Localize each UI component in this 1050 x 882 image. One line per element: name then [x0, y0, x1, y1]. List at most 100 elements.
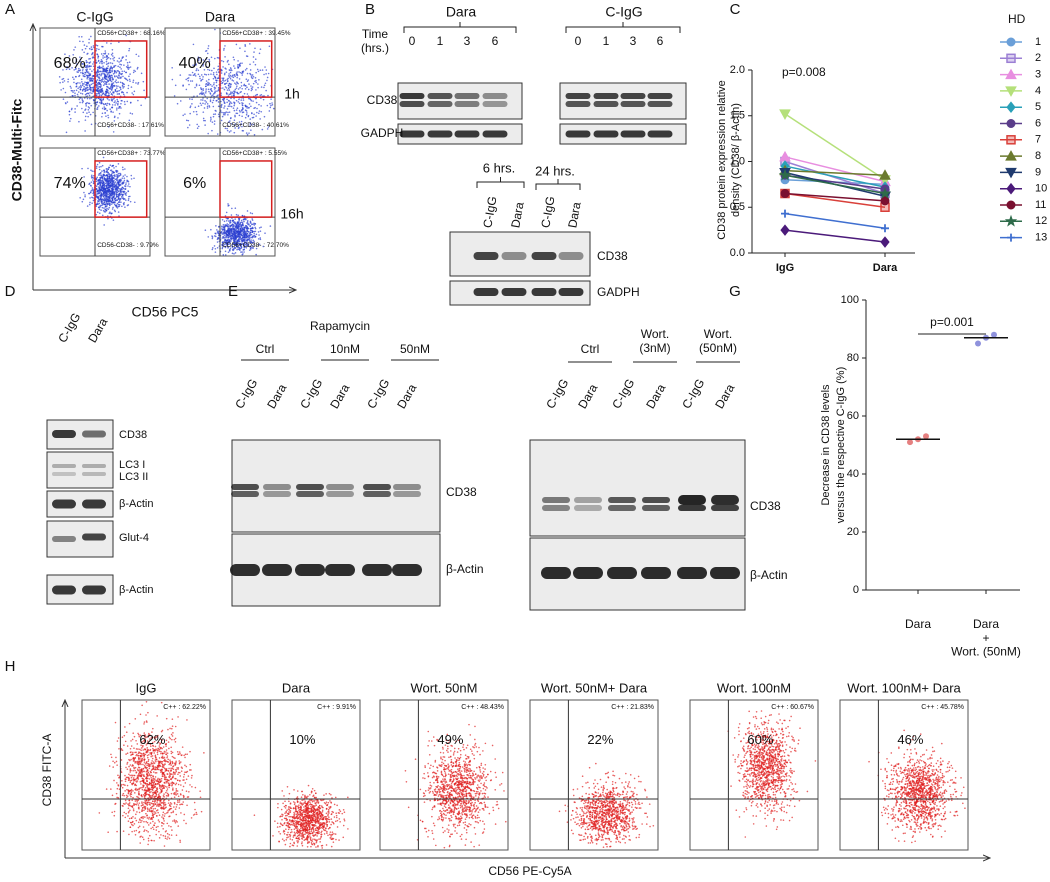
- event-dot: [147, 840, 150, 842]
- event-dot: [99, 70, 101, 73]
- event-dot: [105, 58, 108, 61]
- event-dot: [240, 219, 243, 222]
- event-dot: [130, 793, 133, 796]
- event-dot: [127, 68, 130, 70]
- event-dot: [160, 750, 162, 753]
- event-dot: [103, 76, 106, 79]
- event-dot: [85, 102, 87, 105]
- event-dot: [148, 801, 151, 804]
- event-dot: [109, 190, 111, 192]
- event-dot: [81, 82, 84, 85]
- event-dot: [120, 193, 123, 195]
- event-dot: [169, 737, 172, 740]
- event-dot: [191, 80, 194, 82]
- event-dot: [87, 71, 90, 73]
- event-dot: [171, 751, 174, 754]
- event-dot: [155, 805, 158, 807]
- event-dot: [132, 751, 134, 754]
- event-dot: [236, 107, 239, 110]
- event-dot: [145, 829, 148, 832]
- event-dot: [155, 748, 157, 751]
- event-dot: [105, 200, 108, 203]
- event-dot: [226, 101, 228, 104]
- event-dot: [150, 769, 153, 771]
- event-dot: [103, 171, 106, 174]
- legend-marker: [1006, 119, 1016, 128]
- event-dot: [234, 232, 237, 235]
- event-dot: [103, 106, 106, 108]
- event-dot: [265, 73, 267, 75]
- event-dot: [123, 198, 126, 200]
- event-dot: [208, 60, 211, 63]
- event-dot: [122, 830, 125, 832]
- event-dot: [80, 86, 82, 88]
- event-dot: [221, 111, 223, 114]
- event-dot: [163, 793, 165, 795]
- event-dot: [253, 232, 255, 235]
- event-dot: [74, 68, 77, 70]
- event-dot: [167, 741, 170, 743]
- event-dot: [69, 120, 71, 122]
- event-dot: [68, 110, 71, 113]
- event-dot: [96, 183, 99, 186]
- event-dot: [191, 103, 193, 105]
- event-dot: [240, 123, 243, 125]
- event-dot: [221, 98, 224, 101]
- event-dot: [235, 74, 238, 76]
- event-dot: [183, 819, 185, 822]
- event-dot: [142, 794, 145, 796]
- event-dot: [140, 768, 143, 770]
- event-dot: [251, 219, 254, 221]
- event-dot: [137, 748, 139, 750]
- event-dot: [102, 199, 105, 202]
- event-dot: [140, 72, 143, 75]
- event-dot: [175, 782, 178, 785]
- event-dot: [266, 79, 268, 82]
- event-dot: [84, 90, 87, 92]
- legend-label: 10: [1035, 183, 1047, 195]
- event-dot: [125, 59, 127, 61]
- event-dot: [99, 205, 102, 208]
- event-dot: [149, 748, 152, 751]
- event-dot: [131, 764, 134, 766]
- event-dot: [166, 755, 169, 757]
- event-dot: [185, 88, 188, 91]
- event-dot: [102, 69, 105, 71]
- event-dot: [235, 213, 238, 216]
- event-dot: [226, 127, 228, 130]
- event-dot: [187, 775, 190, 777]
- blot-band: [574, 505, 602, 511]
- point: [907, 439, 913, 446]
- event-dot: [176, 790, 179, 792]
- event-dot: [182, 776, 185, 778]
- event-dot: [101, 185, 103, 188]
- event-dot: [135, 803, 138, 806]
- event-dot: [89, 97, 91, 100]
- event-dot: [255, 233, 258, 236]
- event-dot: [155, 829, 158, 831]
- event-dot: [107, 116, 110, 119]
- event-dot: [72, 91, 74, 93]
- event-dot: [117, 176, 119, 179]
- event-dot: [151, 757, 154, 760]
- event-dot: [189, 106, 192, 109]
- event-dot: [231, 79, 234, 81]
- event-dot: [203, 119, 205, 122]
- event-dot: [155, 833, 157, 836]
- event-dot: [98, 92, 101, 95]
- event-dot: [243, 83, 246, 86]
- event-dot: [211, 121, 214, 123]
- event-dot: [224, 127, 227, 130]
- event-dot: [135, 772, 138, 774]
- event-dot: [128, 78, 131, 81]
- event-dot: [195, 83, 198, 86]
- event-dot: [89, 191, 92, 194]
- event-dot: [189, 112, 191, 115]
- event-dot: [84, 130, 86, 132]
- event-dot: [182, 114, 184, 117]
- axis-label: CD38-Multi-Fitc: [9, 98, 25, 201]
- event-dot: [103, 201, 106, 203]
- event-dot: [79, 101, 81, 104]
- event-dot: [145, 820, 147, 823]
